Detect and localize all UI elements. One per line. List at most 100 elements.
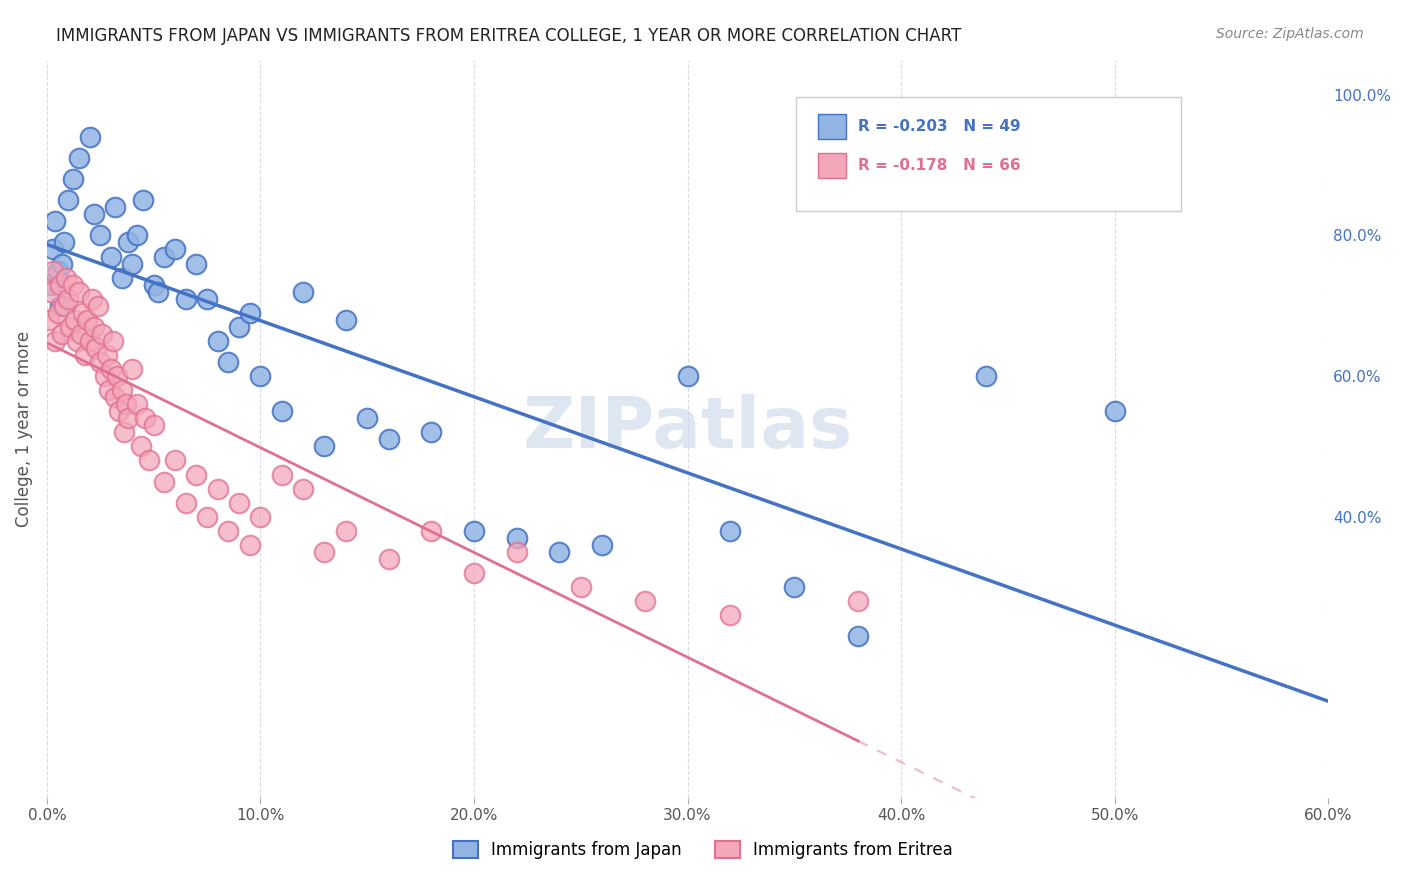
Point	[356, 411, 378, 425]
Point	[129, 439, 152, 453]
Point	[75, 348, 97, 362]
Point	[63, 313, 86, 327]
Point	[217, 355, 239, 369]
Point	[153, 475, 176, 489]
Point	[207, 334, 229, 348]
Point	[138, 453, 160, 467]
Point	[846, 629, 869, 643]
Point	[97, 383, 120, 397]
Point	[314, 439, 336, 453]
Point	[195, 292, 218, 306]
Point	[134, 411, 156, 425]
Point	[121, 256, 143, 270]
Point	[66, 334, 89, 348]
Point	[112, 425, 135, 440]
Point	[89, 228, 111, 243]
Point	[217, 524, 239, 538]
Point	[463, 524, 485, 538]
Point	[111, 383, 134, 397]
Point	[48, 277, 70, 292]
Point	[89, 355, 111, 369]
Point	[239, 306, 262, 320]
Point	[51, 326, 73, 341]
Point	[292, 482, 315, 496]
Legend: Immigrants from Japan, Immigrants from Eritrea: Immigrants from Japan, Immigrants from E…	[446, 834, 960, 866]
Point	[104, 200, 127, 214]
Point	[146, 285, 169, 299]
Point	[174, 496, 197, 510]
Point	[314, 545, 336, 559]
FancyBboxPatch shape	[818, 153, 846, 178]
FancyBboxPatch shape	[818, 114, 846, 139]
Point	[87, 299, 110, 313]
Point	[39, 277, 62, 292]
Point	[46, 306, 69, 320]
Point	[153, 250, 176, 264]
Point	[121, 362, 143, 376]
Point	[163, 453, 186, 467]
Point	[718, 524, 741, 538]
Point	[163, 243, 186, 257]
Point	[976, 369, 998, 384]
Point	[42, 263, 65, 277]
Point	[125, 228, 148, 243]
Point	[239, 538, 262, 552]
Text: ZIPatlas: ZIPatlas	[523, 394, 852, 463]
Point	[62, 172, 84, 186]
Point	[51, 256, 73, 270]
Text: Source: ZipAtlas.com: Source: ZipAtlas.com	[1216, 27, 1364, 41]
Point	[44, 334, 66, 348]
Point	[846, 594, 869, 608]
Point	[718, 608, 741, 623]
Point	[62, 277, 84, 292]
Point	[83, 319, 105, 334]
Point	[125, 397, 148, 411]
Point	[96, 348, 118, 362]
Point	[67, 285, 90, 299]
Point	[117, 411, 139, 425]
Point	[676, 369, 699, 384]
Point	[634, 594, 657, 608]
Point	[505, 531, 527, 545]
Point	[270, 404, 292, 418]
Point	[108, 404, 131, 418]
Point	[142, 277, 165, 292]
Point	[270, 467, 292, 482]
Point	[55, 270, 77, 285]
Point	[80, 292, 103, 306]
Point	[58, 194, 80, 208]
Point	[505, 545, 527, 559]
Point	[420, 524, 443, 538]
Point	[132, 194, 155, 208]
Point	[91, 326, 114, 341]
Point	[228, 319, 250, 334]
Point	[105, 369, 128, 384]
Text: IMMIGRANTS FROM JAPAN VS IMMIGRANTS FROM ERITREA COLLEGE, 1 YEAR OR MORE CORRELA: IMMIGRANTS FROM JAPAN VS IMMIGRANTS FROM…	[56, 27, 962, 45]
Point	[591, 538, 613, 552]
Y-axis label: College, 1 year or more: College, 1 year or more	[15, 331, 32, 527]
Point	[186, 467, 208, 482]
Point	[292, 285, 315, 299]
Point	[100, 250, 122, 264]
Point	[42, 243, 65, 257]
Point	[79, 334, 101, 348]
Point	[44, 214, 66, 228]
Point	[58, 292, 80, 306]
Point	[70, 326, 93, 341]
Point	[195, 509, 218, 524]
FancyBboxPatch shape	[796, 96, 1181, 211]
Text: R = -0.203   N = 49: R = -0.203 N = 49	[858, 120, 1021, 135]
Point	[463, 566, 485, 580]
Point	[59, 319, 82, 334]
Point	[783, 580, 806, 594]
Point	[83, 207, 105, 221]
Text: R = -0.178   N = 66: R = -0.178 N = 66	[858, 159, 1021, 173]
Point	[111, 270, 134, 285]
Point	[67, 151, 90, 165]
Point	[104, 390, 127, 404]
Point	[420, 425, 443, 440]
Point	[335, 524, 357, 538]
Point	[174, 292, 197, 306]
Point	[93, 369, 115, 384]
Point	[72, 306, 94, 320]
